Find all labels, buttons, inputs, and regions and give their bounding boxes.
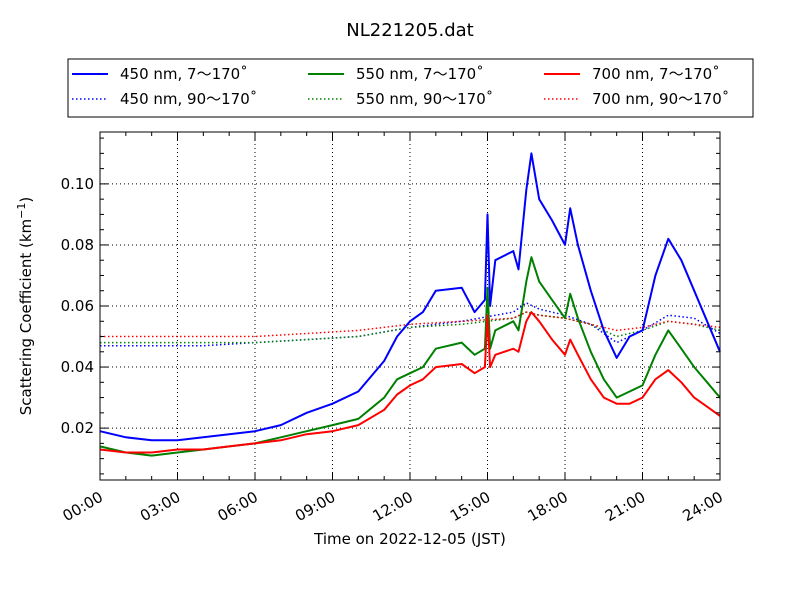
y-axis-label-end: )	[17, 197, 35, 203]
y-axis-label-sup: −1	[15, 203, 28, 219]
legend: 450 nm, 7～170˚ 550 nm, 7～170˚ 700 nm, 7～17…	[67, 58, 754, 118]
legend-label-5: 700 nm, 90～170˚	[592, 90, 729, 108]
legend-label-2: 700 nm, 7～170˚	[592, 65, 720, 83]
legend-label-4: 550 nm, 90～170˚	[356, 90, 493, 108]
series-line-2	[99, 311, 721, 454]
legend-label-3: 450 nm, 90～170˚	[120, 90, 257, 108]
series-line-5	[100, 311, 721, 338]
x-axis-label: Time on 2022-12-05 (JST)	[313, 530, 506, 548]
y-tick-label: 0.06	[61, 297, 94, 315]
x-tick-label: 21:00	[602, 488, 648, 525]
grid	[100, 132, 720, 480]
x-tick-label: 18:00	[525, 488, 571, 525]
x-tick-label: 12:00	[370, 488, 416, 525]
x-tick-label: 03:00	[137, 488, 183, 525]
y-axis-label: Scattering Coefficient (km−1)	[15, 197, 35, 416]
y-tick-label: 0.10	[61, 175, 94, 193]
x-tick-label: 09:00	[292, 488, 338, 525]
y-tick-label: 0.04	[61, 358, 94, 376]
x-tick-label: 24:00	[680, 488, 726, 525]
legend-label-1: 550 nm, 7～170˚	[356, 65, 484, 83]
chart-title: NL221205.dat	[346, 20, 473, 41]
series-line-0	[99, 152, 721, 442]
legend-label-0: 450 nm, 7～170˚	[120, 65, 248, 83]
x-tick-label: 00:00	[60, 488, 106, 525]
series-layer	[99, 152, 721, 457]
legend-box	[67, 58, 754, 118]
x-tick-label: 06:00	[215, 488, 261, 525]
series-line-1	[99, 256, 721, 457]
y-tick-label: 0.08	[61, 236, 94, 254]
series-line-3	[100, 302, 721, 347]
axis-ticks: 00:00 03:00 06:00 09:00 12:00 15:00 18:00 21:00…	[60, 132, 726, 525]
x-tick-label: 15:00	[447, 488, 493, 525]
y-axis-label-main: Scattering Coefficient (km	[17, 219, 35, 415]
y-tick-label: 0.02	[61, 419, 94, 437]
